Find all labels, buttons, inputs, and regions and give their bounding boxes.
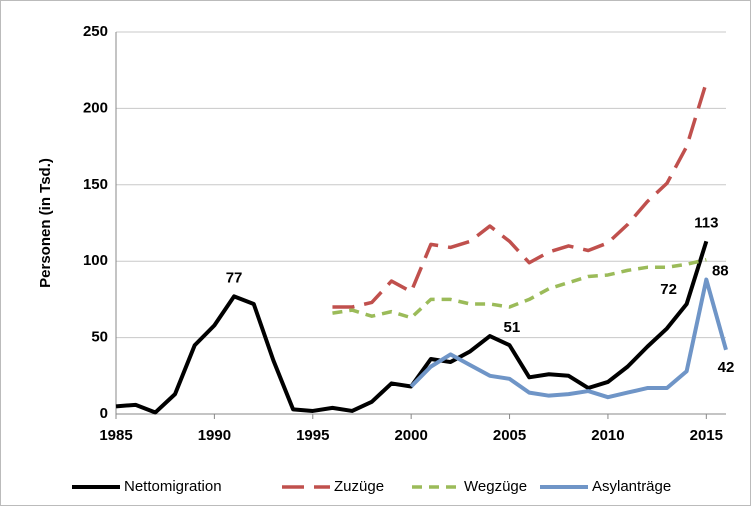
x-tick-label: 2010 <box>591 427 624 444</box>
series-line <box>409 277 728 400</box>
series-line <box>115 240 709 415</box>
data-label: 51 <box>504 319 521 336</box>
series-line <box>332 81 708 309</box>
data-label: 113 <box>694 214 718 231</box>
x-tick-label: 2000 <box>394 427 427 444</box>
legend-label: Wegzüge <box>464 478 527 495</box>
y-tick-label: 200 <box>83 99 108 116</box>
data-label: 42 <box>718 359 735 376</box>
y-tick-label: 150 <box>83 176 108 193</box>
data-label: 77 <box>226 269 243 286</box>
x-tick-label: 2015 <box>690 427 723 444</box>
x-tick-label: 2005 <box>493 427 526 444</box>
series-line <box>332 257 707 320</box>
legend-label: Zuzüge <box>334 478 384 495</box>
legend-label: Nettomigration <box>124 478 222 495</box>
x-tick-label: 1995 <box>296 427 329 444</box>
legend-label: Asylanträge <box>592 478 671 495</box>
y-tick-label: 0 <box>100 405 108 422</box>
x-tick-label: 1985 <box>99 427 132 444</box>
data-label: 72 <box>660 281 677 298</box>
x-tick-label: 1990 <box>198 427 231 444</box>
y-tick-label: 100 <box>83 252 108 269</box>
y-tick-label: 50 <box>91 329 108 346</box>
y-axis-label: Personen (in Tsd.) <box>37 158 54 288</box>
data-label: 88 <box>712 263 729 280</box>
y-tick-label: 250 <box>83 23 108 40</box>
